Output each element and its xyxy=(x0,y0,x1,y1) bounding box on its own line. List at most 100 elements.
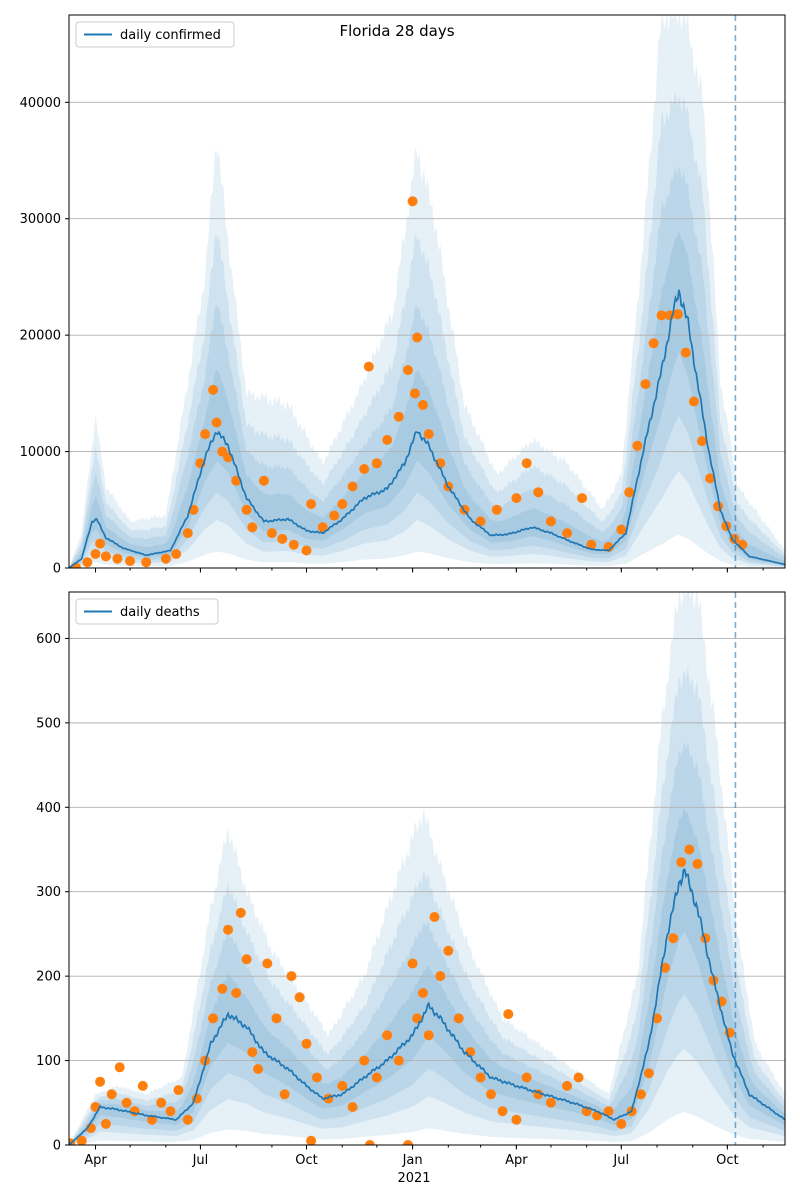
confirmed-observed-point xyxy=(412,332,423,343)
confirmed-observed-point xyxy=(586,539,597,550)
deaths-observed-point xyxy=(486,1089,496,1100)
deaths-observed-point xyxy=(165,1106,176,1117)
deaths-legend-box xyxy=(75,598,219,625)
deaths-model-line xyxy=(69,868,785,1145)
deaths-observed-point xyxy=(182,1114,193,1125)
deaths-observed-point xyxy=(262,958,273,969)
confirmed-observed-point xyxy=(301,545,312,556)
confirmed-observed-point xyxy=(363,361,374,372)
deaths-observed-point xyxy=(511,1114,522,1125)
deaths-observed-point xyxy=(382,1030,393,1041)
xtick-label: Oct xyxy=(716,1153,738,1168)
confirmed-observed-point xyxy=(648,338,659,349)
confirmed-legend: daily confirmed xyxy=(75,21,235,48)
confirmed-observed-point xyxy=(407,196,418,207)
deaths-observed-point xyxy=(235,907,246,918)
confirmed-uncertainty-bands xyxy=(69,15,785,568)
deaths-observed-point xyxy=(660,962,671,973)
confirmed-model-line xyxy=(69,289,785,568)
confirmed-observed-point xyxy=(423,429,434,440)
confirmed-observed-point xyxy=(624,487,635,498)
confirmed-legend-label: daily confirmed xyxy=(120,28,221,43)
deaths-observed-point xyxy=(114,1062,125,1073)
deaths-observed-point xyxy=(423,1030,434,1041)
deaths-observed-point xyxy=(418,988,428,998)
confirmed-panel: 0 10000 20000 30000 40000 daily confirmed xyxy=(20,14,786,577)
deaths-observed-points xyxy=(69,844,735,1145)
deaths-observed-point xyxy=(453,1013,464,1024)
confirmed-observed-point xyxy=(337,499,348,509)
deaths-observed-point xyxy=(173,1085,184,1096)
confirmed-band-3 xyxy=(69,165,785,568)
deaths-observed-point xyxy=(545,1097,556,1108)
deaths-observed-point xyxy=(100,1118,111,1129)
confirmed-observed-point xyxy=(680,347,691,358)
confirmed-observed-point xyxy=(317,522,328,533)
confirmed-observed-point xyxy=(277,533,288,544)
deaths-observed-point xyxy=(95,1076,106,1087)
confirmed-observed-point xyxy=(211,417,222,428)
deaths-observed-point xyxy=(435,971,446,982)
confirmed-observed-point xyxy=(545,516,556,527)
confirmed-observed-point xyxy=(713,501,724,512)
confirmed-observed-point xyxy=(171,549,182,559)
deaths-observed-point xyxy=(359,1055,370,1066)
deaths-y-axis: 0 100 200 300 400 500 600 xyxy=(36,632,69,1154)
confirmed-observed-points xyxy=(70,196,748,568)
confirmed-observed-point xyxy=(616,524,627,535)
confirmed-observed-point xyxy=(403,365,413,376)
deaths-observed-point xyxy=(286,971,297,982)
confirmed-legend-box xyxy=(75,21,235,48)
deaths-observed-point xyxy=(147,1114,157,1125)
deaths-observed-point xyxy=(337,1080,348,1091)
deaths-observed-point xyxy=(241,954,252,965)
confirmed-observed-point xyxy=(82,557,93,568)
deaths-observed-point xyxy=(223,924,234,935)
deaths-observed-point xyxy=(253,1064,264,1074)
confirmed-observed-point xyxy=(577,493,588,504)
deaths-ytick-label: 100 xyxy=(36,1054,61,1069)
deaths-observed-point xyxy=(208,1013,219,1024)
deaths-ytick-label: 600 xyxy=(36,632,61,647)
confirmed-observed-point xyxy=(247,522,258,533)
confirmed-axes-frame xyxy=(68,14,786,569)
confirmed-observed-point xyxy=(632,440,643,451)
deaths-observed-point xyxy=(497,1106,508,1117)
confirmed-observed-point xyxy=(533,487,544,498)
confirmed-observed-point xyxy=(329,510,340,521)
confirmed-observed-point xyxy=(125,556,136,566)
deaths-panel: 0 100 200 300 400 500 600 Apr Jul Oct Jan Apr Jul Oc… xyxy=(36,591,786,1168)
deaths-band-2 xyxy=(69,667,785,1145)
deaths-observed-point xyxy=(271,1013,282,1024)
confirmed-observed-point xyxy=(705,473,716,484)
confirmed-x-axis xyxy=(95,568,764,573)
confirmed-gridlines xyxy=(69,101,785,453)
confirmed-observed-point xyxy=(672,309,683,320)
deaths-observed-point xyxy=(503,1009,514,1020)
deaths-observed-point xyxy=(364,1140,375,1145)
deaths-observed-point xyxy=(156,1097,167,1108)
confirmed-ytick-label: 0 xyxy=(53,562,61,577)
deaths-observed-point xyxy=(429,912,440,922)
confirmed-band-1 xyxy=(69,15,785,568)
confirmed-observed-point xyxy=(95,538,106,549)
deaths-band-4 xyxy=(69,808,785,1145)
deaths-ytick-label: 400 xyxy=(36,801,61,816)
confirmed-observed-point xyxy=(288,539,299,550)
confirmed-observed-point xyxy=(306,499,317,509)
confirmed-observed-point xyxy=(258,475,269,486)
confirmed-observed-point xyxy=(371,458,382,469)
deaths-observed-point xyxy=(562,1080,573,1091)
xtick-label: Jan xyxy=(402,1153,423,1168)
deaths-observed-point xyxy=(403,1140,413,1145)
confirmed-observed-point xyxy=(200,429,211,440)
deaths-observed-point xyxy=(393,1055,404,1066)
confirmed-observed-point xyxy=(112,553,123,564)
deaths-observed-point xyxy=(573,1072,584,1083)
confirmed-ytick-label: 10000 xyxy=(20,445,61,460)
deaths-observed-point xyxy=(106,1089,117,1100)
confirmed-observed-point xyxy=(141,557,152,568)
deaths-observed-point xyxy=(231,988,242,998)
confirmed-observed-point xyxy=(491,504,502,515)
